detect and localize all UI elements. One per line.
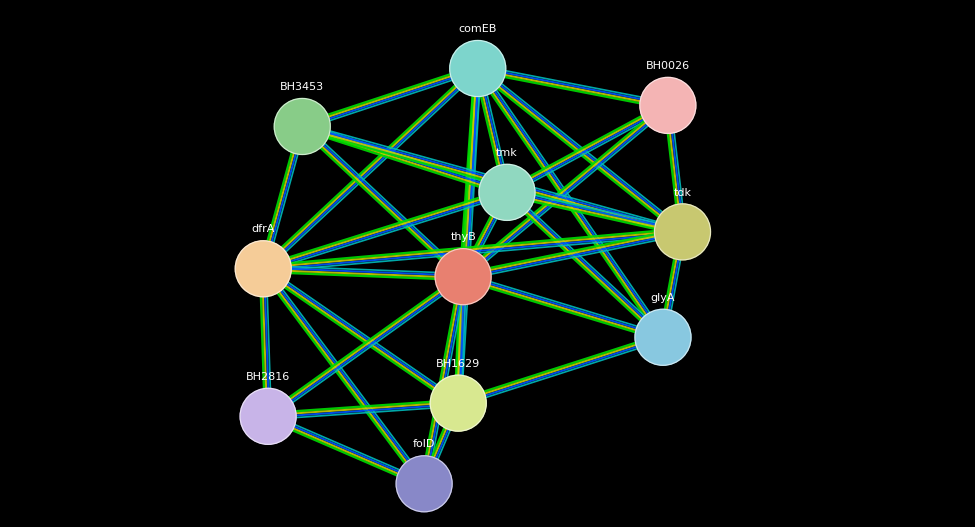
Text: BH1629: BH1629 [436,359,481,369]
Text: folD: folD [413,440,435,450]
Ellipse shape [235,241,292,297]
Text: comEB: comEB [458,24,497,34]
Ellipse shape [274,99,331,154]
Ellipse shape [654,204,711,260]
Ellipse shape [449,41,506,96]
Text: glyA: glyA [650,293,676,303]
Ellipse shape [479,164,535,220]
Text: BH0026: BH0026 [645,61,690,71]
Ellipse shape [435,249,491,305]
Text: BH3453: BH3453 [280,82,325,92]
Text: tmk: tmk [496,148,518,158]
Text: dfrA: dfrA [252,225,275,235]
Ellipse shape [396,456,452,512]
Ellipse shape [240,388,296,444]
Text: thyB: thyB [450,232,476,242]
Ellipse shape [635,309,691,365]
Ellipse shape [640,77,696,133]
Ellipse shape [430,375,487,431]
Text: BH2816: BH2816 [246,372,291,382]
Text: tdk: tdk [674,188,691,198]
